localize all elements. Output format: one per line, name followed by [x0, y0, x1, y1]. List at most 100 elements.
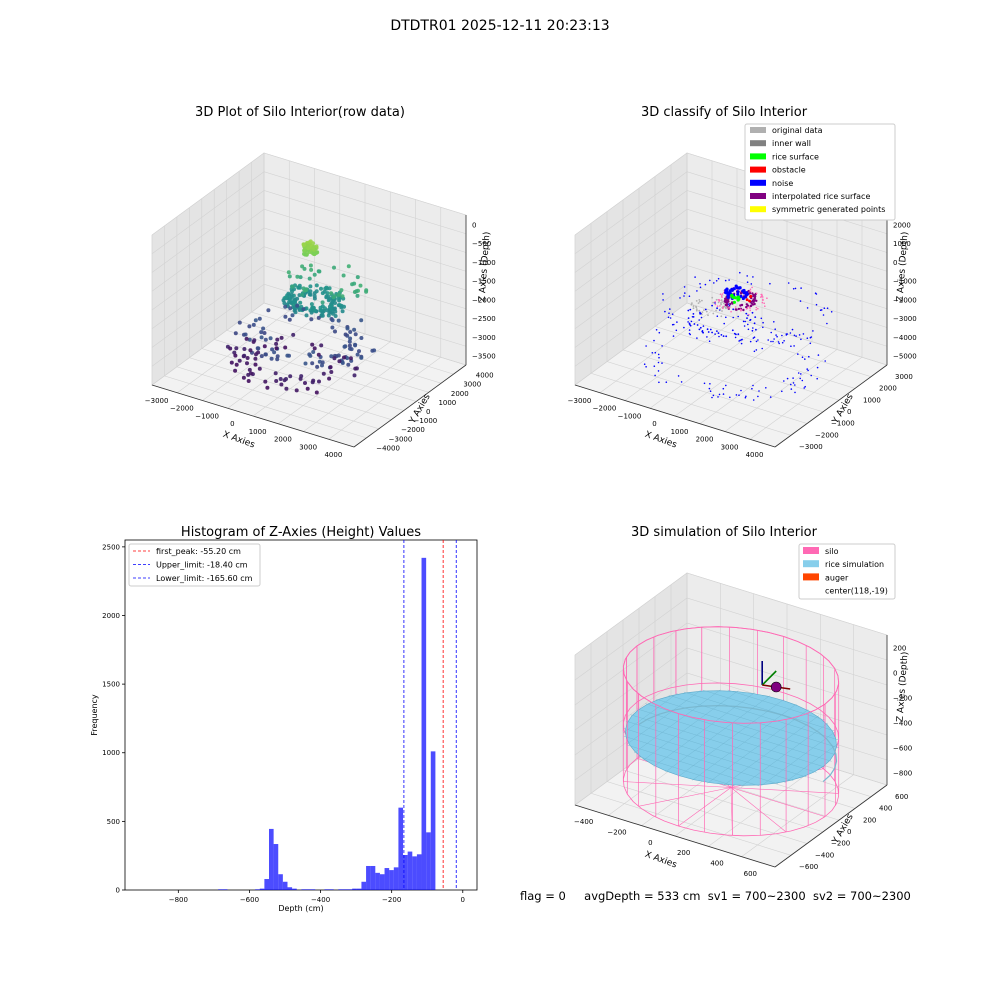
classified-point [748, 313, 750, 316]
data-point [325, 308, 330, 313]
silo-wire [730, 787, 787, 833]
chart-title: 3D simulation of Silo Interior [631, 525, 818, 540]
histogram-bars [218, 557, 436, 890]
data-point [355, 275, 360, 280]
data-point [263, 379, 268, 384]
classified-point [698, 309, 701, 312]
classified-point [753, 322, 756, 325]
classified-point [755, 292, 758, 295]
grid-line [574, 246, 888, 329]
z-tick-label: 0 [893, 259, 897, 267]
data-point [347, 343, 352, 348]
classified-point [802, 333, 805, 335]
histogram-bar [370, 865, 376, 890]
classified-point [724, 297, 727, 300]
data-point [347, 339, 352, 344]
classified-point [816, 366, 819, 369]
data-point [302, 243, 307, 247]
data-point [342, 304, 346, 309]
classified-point [713, 282, 715, 284]
classified-point [655, 329, 658, 331]
classified-point [761, 301, 764, 304]
grid-line [151, 227, 467, 311]
data-point [332, 265, 336, 270]
classified-point [643, 363, 646, 366]
legend-label: first_peak: -55.20 cm [156, 547, 241, 556]
histogram-bar [421, 557, 427, 890]
axis-line [353, 364, 467, 448]
classified-point [765, 387, 767, 389]
z-tick-label: −4000 [893, 334, 917, 342]
histogram-bar [366, 865, 371, 890]
classified-point [746, 281, 749, 284]
grid-line [574, 572, 888, 656]
classified-point [707, 314, 709, 317]
classified-point [793, 334, 796, 337]
classified-point [767, 339, 769, 341]
rice-mesh [723, 715, 819, 786]
classified-point [797, 372, 800, 374]
data-point [364, 289, 369, 294]
classified-point [689, 308, 692, 311]
classified-point [699, 326, 702, 329]
data-point [343, 344, 348, 349]
classified-point [732, 308, 735, 311]
y-tick-label: −2000 [401, 426, 425, 434]
classified-point [798, 334, 801, 336]
z-tick-label: 0 [472, 221, 476, 229]
x-tick-label: −800 [169, 896, 188, 904]
y-tick-label: 600 [895, 793, 908, 801]
legend-label: symmetric generated points [772, 205, 885, 214]
classified-point [698, 299, 701, 301]
classified-point [752, 327, 754, 329]
classified-point [699, 300, 701, 303]
x-tick-label: 1000 [671, 428, 689, 436]
classified-point [688, 322, 691, 325]
histogram-bar [305, 889, 311, 890]
grid-line [151, 208, 467, 292]
classified-point [728, 304, 731, 307]
classified-point [684, 292, 686, 294]
classified-point [718, 393, 721, 396]
histogram-bar [384, 868, 390, 890]
legend-label: rice surface [772, 152, 819, 161]
data-point [340, 361, 345, 365]
classified-point [806, 307, 809, 309]
classified-point [707, 331, 710, 333]
classified-point [763, 302, 765, 305]
histogram-bar [375, 872, 380, 890]
sv2-text: sv2 = 700~2300 [812, 889, 911, 903]
classified-point [719, 293, 722, 296]
data-point [279, 382, 284, 387]
classified-point [737, 333, 740, 336]
classified-point [714, 301, 716, 303]
classified-point [747, 328, 750, 331]
auger-head [770, 681, 782, 693]
classified-point [761, 347, 763, 350]
x-tick-labels: −3000−2000−1000 0 1000 2000 3000 4000 [568, 397, 764, 459]
x-tick-label: −400 [574, 818, 593, 826]
data-point [237, 358, 242, 363]
classified-point [752, 337, 755, 339]
z-tick-label: 0 [893, 670, 897, 678]
data-point [261, 326, 266, 331]
data-point [263, 352, 268, 357]
data-point [233, 368, 238, 373]
z-tick-label: −1000 [472, 259, 496, 267]
classified-point [729, 396, 731, 399]
y-tick-label: 4000 [476, 372, 494, 380]
chart-title: Histogram of Z-Axies (Height) Values [181, 525, 421, 540]
classified-point [694, 276, 696, 278]
classified-point [806, 368, 808, 370]
x-ticks: −800 −600 −400 −200 0 [169, 890, 465, 904]
classified-point [741, 296, 745, 301]
classified-point [711, 396, 713, 399]
figure-suptitle: DTDTR01 2025-12-11 20:23:13 [390, 18, 610, 34]
data-point [288, 306, 293, 311]
classified-point [716, 305, 719, 308]
classified-point [658, 331, 661, 334]
data-point [308, 284, 313, 289]
rice-mesh [655, 698, 837, 756]
classified-point [719, 308, 722, 311]
y-tick-label: −3000 [799, 443, 823, 451]
